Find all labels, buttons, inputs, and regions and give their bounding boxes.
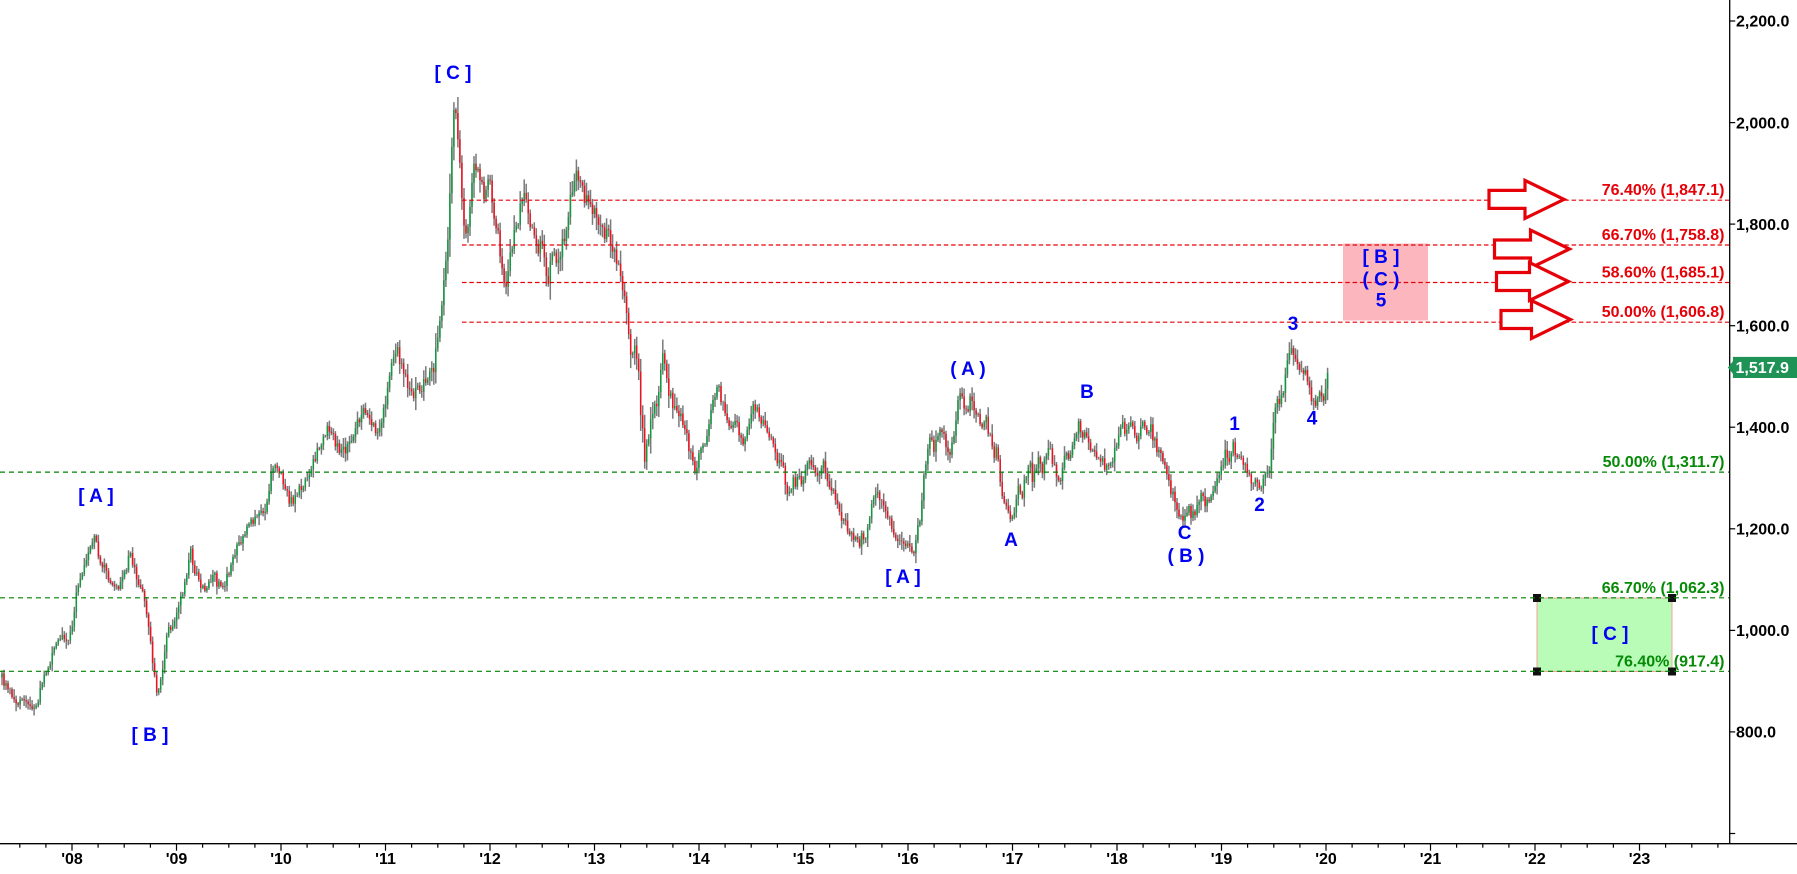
svg-text:1: 1: [1229, 414, 1240, 435]
svg-text:'14: '14: [688, 851, 710, 868]
svg-text:'08: '08: [61, 851, 83, 868]
svg-text:'20: '20: [1315, 851, 1337, 868]
svg-text:'22: '22: [1524, 851, 1546, 868]
svg-text:'21: '21: [1420, 851, 1442, 868]
svg-text:[ C ]: [ C ]: [1592, 624, 1629, 645]
svg-text:[ C ]: [ C ]: [435, 63, 472, 84]
svg-text:[ A ]: [ A ]: [885, 567, 921, 588]
svg-text:'17: '17: [1002, 851, 1024, 868]
svg-text:2,200.0: 2,200.0: [1736, 14, 1789, 31]
svg-text:5: 5: [1376, 290, 1387, 311]
svg-text:3: 3: [1288, 314, 1299, 335]
svg-text:76.40% (917.4): 76.40% (917.4): [1615, 653, 1724, 670]
svg-text:4: 4: [1307, 408, 1318, 429]
svg-text:1,400.0: 1,400.0: [1736, 420, 1789, 437]
svg-text:'13: '13: [584, 851, 606, 868]
svg-text:'09: '09: [166, 851, 188, 868]
svg-text:[ B ]: [ B ]: [1363, 247, 1400, 268]
svg-text:( C ): ( C ): [1363, 269, 1400, 290]
svg-text:'18: '18: [1106, 851, 1128, 868]
svg-text:C: C: [1178, 523, 1192, 544]
svg-text:1,517.9: 1,517.9: [1736, 360, 1789, 377]
svg-text:( B ): ( B ): [1168, 546, 1205, 567]
svg-text:'19: '19: [1211, 851, 1233, 868]
svg-text:'15: '15: [793, 851, 815, 868]
svg-text:'16: '16: [897, 851, 919, 868]
svg-text:1,200.0: 1,200.0: [1736, 522, 1789, 539]
svg-text:( A ): ( A ): [950, 359, 986, 380]
svg-text:2,000.0: 2,000.0: [1736, 115, 1789, 132]
svg-text:2: 2: [1254, 495, 1265, 516]
svg-text:66.70% (1,062.3): 66.70% (1,062.3): [1602, 580, 1725, 597]
svg-text:'10: '10: [270, 851, 292, 868]
svg-text:[ A ]: [ A ]: [78, 486, 114, 507]
svg-text:[ B ]: [ B ]: [132, 725, 169, 746]
svg-text:1,000.0: 1,000.0: [1736, 623, 1789, 640]
svg-text:50.00% (1,311.7): 50.00% (1,311.7): [1603, 454, 1725, 471]
svg-text:50.00% (1,606.8): 50.00% (1,606.8): [1602, 304, 1725, 321]
svg-text:66.70% (1,758.8): 66.70% (1,758.8): [1602, 227, 1725, 244]
svg-text:1,600.0: 1,600.0: [1736, 318, 1789, 335]
svg-text:B: B: [1080, 382, 1094, 403]
svg-text:800.0: 800.0: [1736, 725, 1776, 742]
svg-text:A: A: [1004, 530, 1018, 551]
svg-text:'11: '11: [375, 851, 396, 868]
svg-text:'23: '23: [1629, 851, 1651, 868]
svg-text:1,800.0: 1,800.0: [1736, 217, 1789, 234]
svg-text:'12: '12: [479, 851, 501, 868]
svg-text:58.60% (1,685.1): 58.60% (1,685.1): [1602, 265, 1725, 282]
svg-text:76.40% (1,847.1): 76.40% (1,847.1): [1602, 182, 1725, 199]
